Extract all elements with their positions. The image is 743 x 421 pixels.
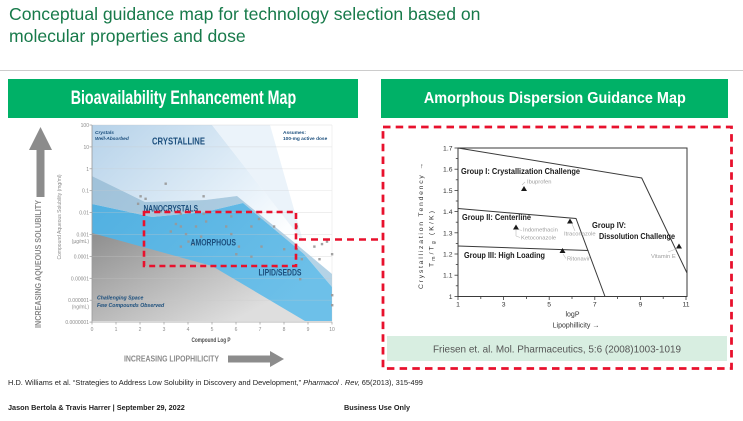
svg-text:NANOCRYSTALS: NANOCRYSTALS <box>144 204 199 214</box>
svg-text:1: 1 <box>456 302 460 309</box>
svg-text:9: 9 <box>639 302 643 309</box>
svg-text:Group IV:: Group IV: <box>592 221 626 230</box>
svg-text:1.3: 1.3 <box>443 230 453 237</box>
svg-text:Indomethacin: Indomethacin <box>523 228 558 234</box>
svg-text:1.7: 1.7 <box>443 146 453 153</box>
svg-text:7: 7 <box>259 327 262 333</box>
svg-text:LIPID/SEDDS: LIPID/SEDDS <box>259 268 302 278</box>
svg-text:Ketoconazole: Ketoconazole <box>521 236 556 242</box>
svg-text:INCREASING AQUEOUS SOLUBILITY: INCREASING AQUEOUS SOLUBILITY <box>34 199 43 328</box>
svg-text:Assumes:: Assumes: <box>283 130 306 136</box>
svg-text:Lipophillicity →: Lipophillicity → <box>553 323 600 330</box>
svg-text:Few Compounds Observed: Few Compounds Observed <box>97 303 165 309</box>
svg-text:100: 100 <box>81 123 90 129</box>
svg-text:6: 6 <box>235 327 238 333</box>
svg-text:Ritonavir: Ritonavir <box>567 257 590 263</box>
svg-text:3: 3 <box>502 302 506 309</box>
svg-text:1: 1 <box>115 327 118 333</box>
svg-text:0.0000001: 0.0000001 <box>65 320 89 326</box>
svg-text:0: 0 <box>91 327 94 333</box>
svg-text:(ng/mL): (ng/mL) <box>72 305 90 311</box>
svg-text:1.5: 1.5 <box>443 188 453 195</box>
svg-text:4: 4 <box>187 327 190 333</box>
svg-text:10: 10 <box>329 327 335 333</box>
svg-text:CRYSTALLINE: CRYSTALLINE <box>152 136 205 148</box>
svg-text:(µg/mL): (µg/mL) <box>72 239 90 245</box>
svg-text:Dissolution Challenge: Dissolution Challenge <box>599 232 675 241</box>
svg-text:100-mg active dose: 100-mg active dose <box>283 136 328 142</box>
svg-text:10: 10 <box>83 145 89 151</box>
svg-text:Group II: Centerline: Group II: Centerline <box>462 213 532 222</box>
svg-text:0.1: 0.1 <box>82 189 89 195</box>
svg-text:Group I: Crystallization Chall: Group I: Crystallization Challenge <box>461 167 581 176</box>
svg-text:AMORPHOUS: AMORPHOUS <box>191 238 237 248</box>
svg-text:11: 11 <box>682 302 689 309</box>
svg-text:7: 7 <box>593 302 597 309</box>
svg-text:Well-Absorbed: Well-Absorbed <box>95 136 130 142</box>
svg-text:3: 3 <box>163 327 166 333</box>
svg-text:INCREASING LIPOPHILICITY: INCREASING LIPOPHILICITY <box>124 355 220 364</box>
svg-text:1.2: 1.2 <box>443 252 453 259</box>
svg-text:Challenging Space: Challenging Space <box>97 296 144 302</box>
svg-text:9: 9 <box>307 327 310 333</box>
svg-text:8: 8 <box>283 327 286 333</box>
svg-text:5: 5 <box>211 327 214 333</box>
svg-text:0.00001: 0.00001 <box>71 276 89 282</box>
svg-text:1.1: 1.1 <box>443 273 453 280</box>
svg-text:Crystallization Tendency →: Crystallization Tendency → <box>418 163 425 289</box>
svg-text:Compound Aqueous Solubility (m: Compound Aqueous Solubility (mg/ml) <box>57 174 63 259</box>
svg-text:1.6: 1.6 <box>443 167 453 174</box>
svg-text:Crystals: Crystals <box>95 130 114 136</box>
svg-text:Group III: High Loading: Group III: High Loading <box>464 251 545 260</box>
svg-text:0.01: 0.01 <box>79 211 89 217</box>
svg-text:2: 2 <box>139 327 142 333</box>
svg-text:1: 1 <box>449 294 453 301</box>
svg-text:0.001: 0.001 <box>76 233 89 239</box>
svg-text:Ibuprofen: Ibuprofen <box>527 180 552 186</box>
svg-text:5: 5 <box>547 302 551 309</box>
svg-text:Vitamin E: Vitamin E <box>651 254 676 260</box>
svg-text:Friesen et. al. Mol. Pharmaceu: Friesen et. al. Mol. Pharmaceutics, 5:6 … <box>433 344 681 356</box>
svg-text:0.0001: 0.0001 <box>74 254 90 260</box>
svg-text:logP: logP <box>565 312 579 319</box>
svg-text:0.000001: 0.000001 <box>68 298 89 304</box>
svg-text:Tm/Tg (K/K): Tm/Tg (K/K) <box>429 211 438 267</box>
svg-text:Compound Log P: Compound Log P <box>192 337 231 344</box>
svg-text:Itraconazole: Itraconazole <box>564 232 596 238</box>
svg-text:1: 1 <box>86 167 89 173</box>
svg-text:1.4: 1.4 <box>443 209 453 216</box>
